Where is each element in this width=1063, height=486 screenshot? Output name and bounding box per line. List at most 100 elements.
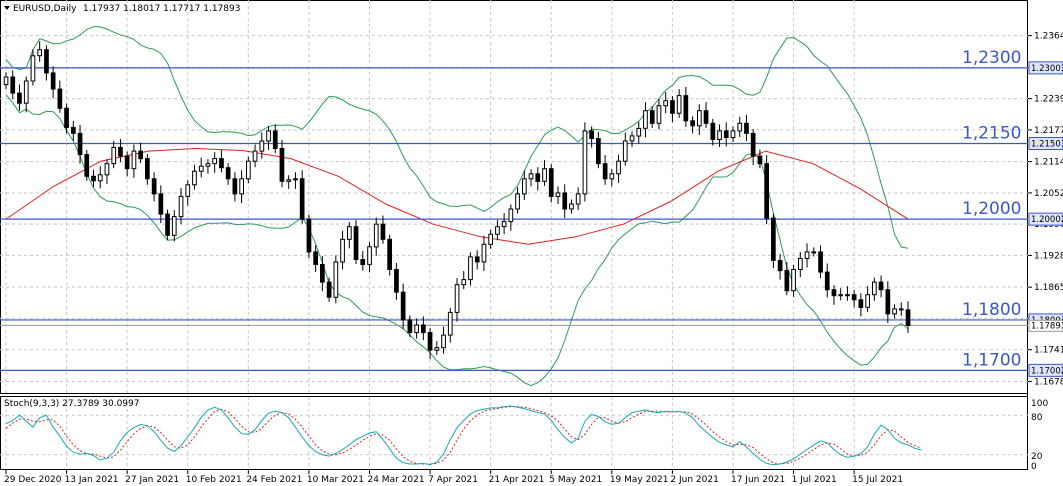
candle bbox=[609, 169, 615, 187]
candle bbox=[710, 118, 716, 146]
candle-body bbox=[124, 155, 130, 170]
candle-body bbox=[447, 311, 453, 336]
candle bbox=[293, 172, 298, 189]
candle bbox=[804, 243, 810, 268]
candle bbox=[461, 271, 467, 290]
candle-body bbox=[145, 158, 150, 180]
candle bbox=[818, 245, 823, 279]
candle bbox=[535, 167, 541, 191]
candle-body bbox=[798, 257, 803, 270]
candle bbox=[831, 285, 837, 305]
candle bbox=[777, 253, 783, 280]
candle bbox=[649, 106, 655, 128]
time-axis: 29 Dec 2020 13 Jan 2021 27 Jan 2021 10 Feb … bbox=[4, 470, 903, 485]
candle bbox=[104, 159, 110, 184]
candle-body bbox=[569, 203, 574, 210]
time-tick-label: 24 Mar 2021 bbox=[367, 475, 424, 485]
stochastic-lines bbox=[5, 405, 922, 466]
symbol-label: EURUSD,Daily bbox=[13, 4, 77, 14]
level-label: 1,1700 bbox=[962, 350, 1021, 370]
candle-body bbox=[394, 269, 399, 293]
candle-body bbox=[589, 130, 594, 139]
candle bbox=[824, 263, 830, 298]
candle bbox=[347, 222, 352, 249]
candle bbox=[744, 114, 749, 141]
candle-body bbox=[676, 95, 682, 114]
candle bbox=[703, 102, 709, 128]
time-tick-label: 10 Feb 2021 bbox=[186, 475, 242, 485]
candle-body bbox=[643, 110, 648, 129]
candle-body bbox=[266, 130, 271, 142]
price-axis: 1.236401.230101.223901.217701.211401.205… bbox=[1028, 32, 1063, 387]
candle-body bbox=[71, 126, 76, 134]
candle bbox=[784, 261, 790, 296]
candle bbox=[225, 163, 231, 185]
candle bbox=[447, 307, 453, 343]
time-tick-label: 10 Mar 2021 bbox=[307, 475, 364, 485]
candle bbox=[353, 220, 359, 264]
candle bbox=[663, 92, 668, 114]
candle bbox=[771, 213, 776, 269]
candle-body bbox=[535, 173, 541, 182]
candle bbox=[17, 84, 22, 111]
candle-body bbox=[421, 324, 426, 334]
bollinger-upper-band bbox=[5, 26, 909, 249]
candle bbox=[421, 316, 426, 341]
candle bbox=[878, 275, 884, 298]
candle bbox=[434, 341, 440, 355]
candle bbox=[10, 70, 16, 100]
level-price-tag-text: 1.20002 bbox=[1031, 215, 1063, 225]
candle-body bbox=[326, 281, 332, 298]
candle bbox=[259, 132, 265, 159]
ohlc-label: 1.17937 1.18017 1.17717 1.17893 bbox=[83, 4, 240, 14]
price-tick-label: 1.19280 bbox=[1034, 251, 1063, 261]
level-price-tag bbox=[1028, 363, 1063, 377]
time-tick-label: 5 May 2021 bbox=[549, 475, 602, 485]
candle bbox=[239, 170, 245, 203]
price-tick-label: 1.21770 bbox=[1034, 126, 1063, 136]
candle-body bbox=[293, 178, 298, 181]
candle-body bbox=[131, 150, 137, 170]
candle-body bbox=[118, 147, 123, 157]
candle-body bbox=[784, 270, 790, 292]
candle bbox=[118, 138, 123, 163]
candle-body bbox=[609, 173, 615, 180]
candle-body bbox=[858, 299, 864, 308]
current-price-tag bbox=[1028, 319, 1063, 332]
stoch-panel-frame bbox=[0, 396, 1028, 470]
candle-body bbox=[764, 163, 769, 219]
candle bbox=[320, 255, 325, 292]
candle bbox=[367, 242, 372, 273]
candle-body bbox=[750, 132, 756, 157]
candle-body bbox=[151, 178, 157, 195]
level-price-tag bbox=[1028, 61, 1063, 75]
candle-body bbox=[97, 174, 103, 182]
candle-body bbox=[582, 130, 588, 195]
candle-body bbox=[461, 279, 467, 286]
candle-body bbox=[522, 178, 527, 195]
candle-body bbox=[892, 308, 897, 315]
candle bbox=[508, 204, 514, 231]
candle-body bbox=[555, 192, 561, 197]
candle-body bbox=[347, 226, 352, 240]
candle-body bbox=[905, 309, 911, 326]
symbol-dropdown-icon[interactable] bbox=[4, 6, 10, 10]
candle-body bbox=[878, 281, 884, 291]
candle-body bbox=[851, 294, 857, 301]
stoch-scale-80: 80 bbox=[1031, 413, 1043, 423]
time-tick-label: 15 Jul 2021 bbox=[852, 475, 903, 485]
candle bbox=[811, 247, 817, 257]
candle-body bbox=[528, 173, 534, 180]
candle bbox=[380, 215, 386, 244]
candle bbox=[306, 214, 312, 258]
level-price-tag-text: 1.17002 bbox=[1031, 366, 1063, 376]
candle-body bbox=[64, 107, 69, 128]
candle bbox=[30, 49, 36, 86]
candle-body bbox=[407, 319, 413, 333]
candle-body bbox=[495, 226, 500, 235]
moving-average bbox=[5, 147, 909, 245]
candle bbox=[528, 169, 534, 187]
candle bbox=[582, 122, 588, 202]
candle-body bbox=[246, 160, 251, 180]
candle bbox=[57, 80, 63, 113]
